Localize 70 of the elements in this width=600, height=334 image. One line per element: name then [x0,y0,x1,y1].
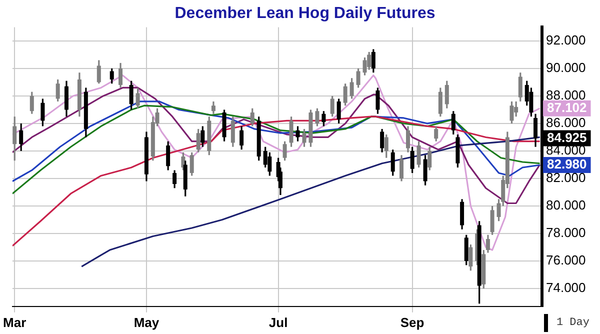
candlestick [190,152,194,177]
candlestick [330,95,334,118]
candlestick [296,125,300,142]
candlestick [371,48,376,74]
candlestick [289,116,294,148]
x-tick-label: Sep [400,314,424,330]
candlestick [240,125,244,150]
y-tick-label: 82.000 [546,170,586,186]
candlestick [12,116,17,162]
candlestick [534,113,538,148]
y-tick-label: 86.000 [546,115,586,130]
candlestick [250,108,254,128]
candlestick [350,77,354,100]
candlestick [451,110,456,136]
candlestick [282,140,287,162]
candlestick [423,154,428,186]
candlestick [322,110,326,128]
y-tick-label: 78.000 [546,225,586,240]
data-label: 82.980 [547,156,587,172]
candlestick [444,80,449,110]
candlestick [315,108,320,128]
x-tick-label: Mar [3,314,26,330]
candlestick [64,80,68,118]
candlestick [336,98,341,124]
candlestick [510,100,514,124]
candlestick [302,128,306,148]
text: 84.925 [547,130,587,145]
candlestick [416,140,421,168]
candlestick [200,125,205,148]
candlestick [40,98,45,128]
candlestick [129,80,134,111]
candlestick [380,128,384,154]
candlestick [343,82,348,106]
candlestick [490,205,494,236]
y-tick-label: 80.000 [546,198,586,213]
candlestick [518,72,522,102]
candlestick [118,62,123,89]
candlestick [486,234,490,254]
candlestick [356,68,360,89]
chart-title: December Lean Hog Daily Futures [174,5,436,22]
candlestick [400,154,404,182]
candlestick [390,148,395,177]
candlestick [211,100,216,115]
candlestick [166,140,170,172]
candlestick [468,244,473,272]
candlestick [438,86,442,118]
y-tick-label: 92.000 [546,32,586,48]
candlestick [464,234,468,266]
x-tick-label: May [134,314,160,330]
candlestick [376,86,380,115]
candlestick [96,59,101,84]
candlestick [410,146,414,174]
candlestick [136,86,140,110]
y-tick-label: 76.000 [546,252,586,268]
text: 1 Day [544,314,598,332]
y-tick-label: 74.000 [546,280,586,296]
x-tick-label: Jul [268,314,288,330]
candlestick [428,146,432,172]
candlestick [460,198,464,230]
candlestick [230,116,235,148]
candlestick [384,134,388,159]
candlestick [196,128,200,154]
candlestick [56,78,60,102]
candlestick [434,125,438,142]
candlestick [30,91,34,115]
candlestick [172,169,177,189]
candlestick [19,122,24,152]
y-tick-label: 90.000 [546,60,586,76]
candlestick [110,68,114,84]
candlestick [406,125,410,154]
